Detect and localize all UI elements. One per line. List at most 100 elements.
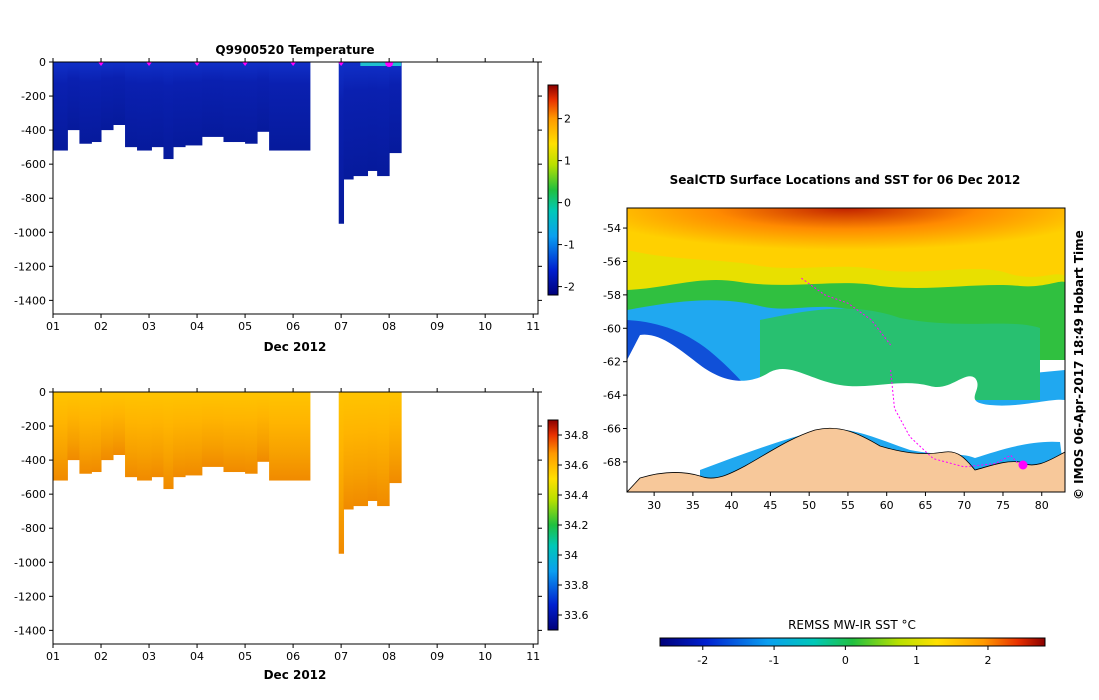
x-tick-label-4: 05	[238, 650, 252, 663]
x-tick-label-1: 02	[94, 650, 108, 663]
map-y-tick-label-2: -58	[603, 289, 621, 302]
x-tick-label-5: 06	[286, 650, 300, 663]
salinity-plot-frame	[52, 391, 539, 645]
temperature-x-label: Dec 2012	[264, 340, 327, 354]
profile-column-22	[377, 62, 390, 177]
sst-map-frame	[626, 207, 1066, 493]
colorbar-tick-label-6: 34.8	[564, 429, 589, 442]
colorbar-tick-label-3: 1	[564, 155, 571, 168]
temperature-x-axis: 01 02 03 04 05 06 07 08 09 10 11	[46, 58, 540, 333]
temperature-y-axis: 0 -200 -400 -600 -800 -1000 -1200 -1400	[14, 56, 542, 307]
y-tick-label-0: 0	[39, 386, 46, 399]
x-tick-label-1: 02	[94, 320, 108, 333]
x-tick-label-10: 11	[526, 650, 540, 663]
colorbar-tick-label-2: 34	[564, 549, 578, 562]
map-y-tick-label-3: -60	[603, 322, 621, 335]
y-tick-label-7: -1400	[14, 294, 46, 307]
x-tick-label-0: 01	[46, 650, 60, 663]
colorbar-tick-label-0: -2	[564, 281, 575, 294]
sst-colorbar-tick-label-3: 1	[913, 654, 920, 667]
salinity-x-axis: 01 02 03 04 05 06 07 08 09 10 11	[46, 388, 540, 663]
sst-colorbar	[659, 637, 1046, 647]
sst-colorbar-tick-label-1: -1	[769, 654, 780, 667]
profile-column-20	[353, 392, 369, 507]
y-tick-label-6: -1200	[14, 590, 46, 603]
seal-track-path	[890, 369, 1023, 469]
colorbar-tick-label-4: 2	[564, 113, 571, 126]
y-tick-label-6: -1200	[14, 260, 46, 273]
profile-column-18	[338, 392, 345, 554]
profile-column-3	[91, 62, 102, 143]
x-tick-label-8: 09	[430, 650, 444, 663]
salinity-x-label: Dec 2012	[264, 668, 327, 682]
x-tick-label-3: 04	[190, 320, 204, 333]
map-x-tick-label-4: 50	[802, 499, 816, 512]
x-tick-label-9: 10	[478, 320, 492, 333]
profile-column-13	[223, 392, 234, 473]
y-tick-label-0: 0	[39, 56, 46, 69]
profile-column-9	[163, 62, 174, 160]
y-tick-label-1: -200	[21, 420, 46, 433]
seal-track-path-north	[801, 277, 891, 346]
map-y-tick-label-4: -62	[603, 356, 621, 369]
temperature-title: Q9900520 Temperature	[215, 43, 374, 57]
station-marker-1	[146, 62, 153, 66]
current-station-marker	[385, 62, 394, 67]
x-tick-label-6: 07	[334, 650, 348, 663]
x-tick-label-10: 11	[526, 320, 540, 333]
sst-antarctic-land	[627, 427, 1065, 492]
salinity-panel: 0-200-400-600-800-1000-1200-1400 01 02 03 0…	[14, 386, 588, 682]
map-y-tick-label-5: -64	[603, 389, 621, 402]
y-tick-label-7: -1400	[14, 624, 46, 637]
map-x-tick-label-10: 80	[1035, 499, 1049, 512]
map-x-tick-label-7: 65	[918, 499, 932, 512]
profile-column-2	[79, 62, 92, 144]
sst-colorbar-ticks: -2 -1 0 1 2	[697, 646, 991, 667]
salinity-y-axis: 0 -200 -400 -600 -800 -1000 -1200 -1400	[14, 386, 542, 637]
map-x-tick-label-1: 35	[686, 499, 700, 512]
profile-column-12	[201, 392, 224, 467]
map-x-tick-label-6: 60	[880, 499, 894, 512]
x-tick-label-2: 03	[142, 320, 156, 333]
profile-column-15	[245, 392, 258, 474]
x-tick-label-0: 01	[46, 320, 60, 333]
profile-column-11	[185, 62, 203, 146]
x-tick-label-6: 07	[334, 320, 348, 333]
profile-column-13	[223, 62, 234, 143]
profile-column-14	[233, 62, 246, 143]
map-x-tick-label-0: 30	[647, 499, 661, 512]
x-tick-label-2: 03	[142, 650, 156, 663]
sst-seal-location-marker	[1018, 460, 1028, 470]
profile-column-11	[185, 392, 203, 476]
x-tick-label-5: 06	[286, 320, 300, 333]
profile-column-2	[79, 392, 92, 474]
profile-column-15	[245, 62, 258, 144]
profile-column-21	[367, 62, 378, 171]
profile-column-6	[125, 62, 138, 148]
y-tick-label-5: -1000	[14, 556, 46, 569]
salinity-colorbar	[547, 419, 559, 631]
profile-column-18	[338, 62, 345, 224]
profile-column-0	[53, 392, 68, 481]
sst-colorbar-tick-label-2: 0	[842, 654, 849, 667]
x-tick-label-9: 10	[478, 650, 492, 663]
sst-map-panel: SealCTD Surface Locations and SST for 06…	[603, 173, 1086, 667]
x-tick-label-7: 08	[382, 650, 396, 663]
profile-column-0	[53, 62, 68, 151]
y-tick-label-3: -600	[21, 158, 46, 171]
profile-column-19	[343, 392, 354, 510]
profile-column-22	[377, 392, 390, 507]
sst-colorbar-label: REMSS MW-IR SST °C	[788, 618, 916, 632]
sst-map-y-axis: -54 -56 -58 -60 -62 -64 -66 -68	[603, 222, 627, 469]
colorbar-tick-label-1: 33.8	[564, 579, 589, 592]
profile-column-7	[137, 62, 152, 151]
profile-column-4	[101, 392, 114, 461]
y-tick-label-5: -1000	[14, 226, 46, 239]
profile-column-8	[151, 62, 164, 148]
colorbar-tick-label-0: 33.6	[564, 609, 589, 622]
temperature-colorbar	[547, 84, 559, 296]
profile-column-16	[257, 62, 270, 132]
x-tick-label-4: 05	[238, 320, 252, 333]
temperature-profiles	[53, 62, 402, 224]
profile-column-17	[269, 392, 311, 481]
